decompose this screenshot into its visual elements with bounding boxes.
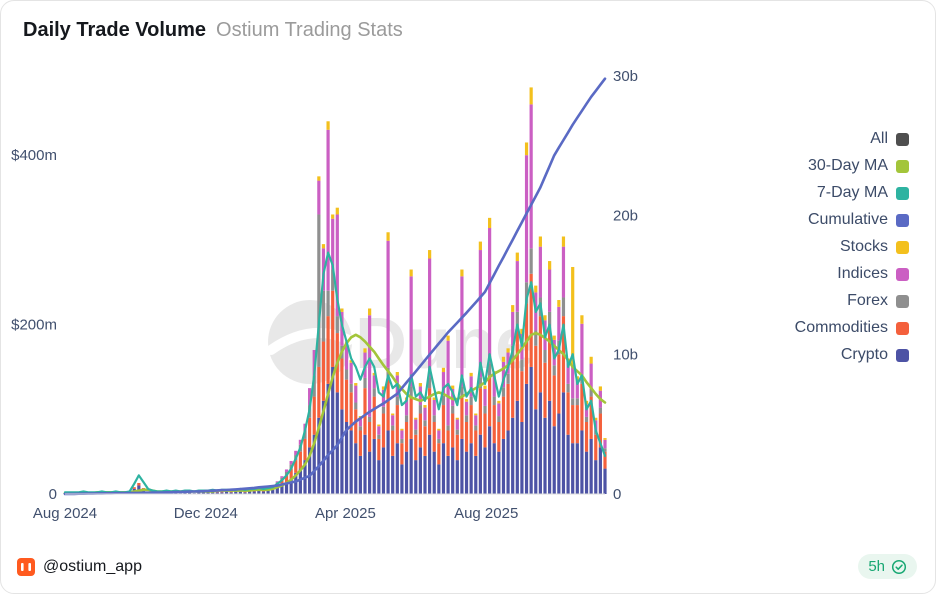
page-title: Daily Trade Volume — [23, 19, 207, 41]
legend-label: Cumulative — [807, 211, 888, 228]
legend-label: Forex — [847, 292, 888, 309]
legend-item-commodities[interactable]: Commodities — [795, 319, 909, 337]
legend-swatch — [896, 159, 909, 173]
card-header: Daily Trade Volume Ostium Trading Stats — [1, 1, 935, 46]
legend-swatch — [896, 348, 909, 362]
author[interactable]: @ostium_app — [17, 557, 142, 576]
legend-label: Commodities — [794, 319, 888, 336]
legend-label: All — [870, 130, 888, 147]
legend-item-7-day-ma[interactable]: 7-Day MA — [817, 184, 909, 202]
y-right-tick: 30b — [613, 68, 638, 85]
ostium-logo-icon — [17, 557, 35, 576]
verified-check-icon — [891, 559, 907, 575]
legend-swatch — [896, 267, 909, 281]
legend-item-all[interactable]: All — [870, 130, 909, 148]
legend-label: Stocks — [839, 238, 888, 255]
card-footer: @ostium_app 5h — [1, 546, 935, 593]
y-right-tick: 20b — [613, 207, 638, 224]
x-tick: Aug 2024 — [33, 505, 97, 522]
legend-item-cumulative[interactable]: Cumulative — [808, 211, 909, 229]
card-body: Dune 0 $200m $400m 0 10b 20b 30b Aug 2024 Dec 202… — [1, 46, 935, 546]
legend-swatch — [896, 186, 909, 200]
legend-label: 30-Day MA — [807, 157, 888, 174]
legend-item-indices[interactable]: Indices — [837, 265, 909, 283]
y-right-tick: 0 — [613, 486, 621, 503]
line-7-day-ma — [63, 251, 607, 494]
legend-item-30-day-ma[interactable]: 30-Day MA — [808, 157, 909, 175]
y-left-tick: $200m — [11, 317, 57, 334]
legend-item-forex[interactable]: Forex — [847, 292, 909, 310]
x-tick: Apr 2025 — [315, 505, 376, 522]
legend-swatch — [896, 132, 909, 146]
legend-swatch — [896, 240, 909, 254]
legend: All 30-Day MA 7-Day MA Cumulative Stocks Indi… — [703, 46, 935, 546]
line-cumulative — [63, 77, 607, 496]
author-handle[interactable]: @ostium_app — [43, 557, 142, 575]
x-tick: Aug 2025 — [454, 505, 518, 522]
y-left-tick: 0 — [49, 486, 57, 503]
legend-swatch — [896, 321, 909, 335]
x-tick: Dec 2024 — [174, 505, 238, 522]
legend-swatch — [896, 213, 909, 227]
y-left-tick: $400m — [11, 147, 57, 164]
legend-label: Indices — [837, 265, 888, 282]
legend-item-crypto[interactable]: Crypto — [841, 346, 909, 364]
legend-swatch — [896, 294, 909, 308]
chart-area[interactable]: Dune 0 $200m $400m 0 10b 20b 30b Aug 2024 Dec 202… — [1, 46, 703, 546]
page-subtitle: Ostium Trading Stats — [216, 19, 403, 41]
stacked-bars[interactable] — [63, 87, 607, 494]
legend-label: 7-Day MA — [816, 184, 888, 201]
time-badge[interactable]: 5h — [858, 554, 917, 579]
legend-item-stocks[interactable]: Stocks — [840, 238, 909, 256]
y-right-tick: 10b — [613, 347, 638, 364]
time-label: 5h — [868, 558, 885, 575]
legend-label: Crypto — [840, 346, 888, 363]
